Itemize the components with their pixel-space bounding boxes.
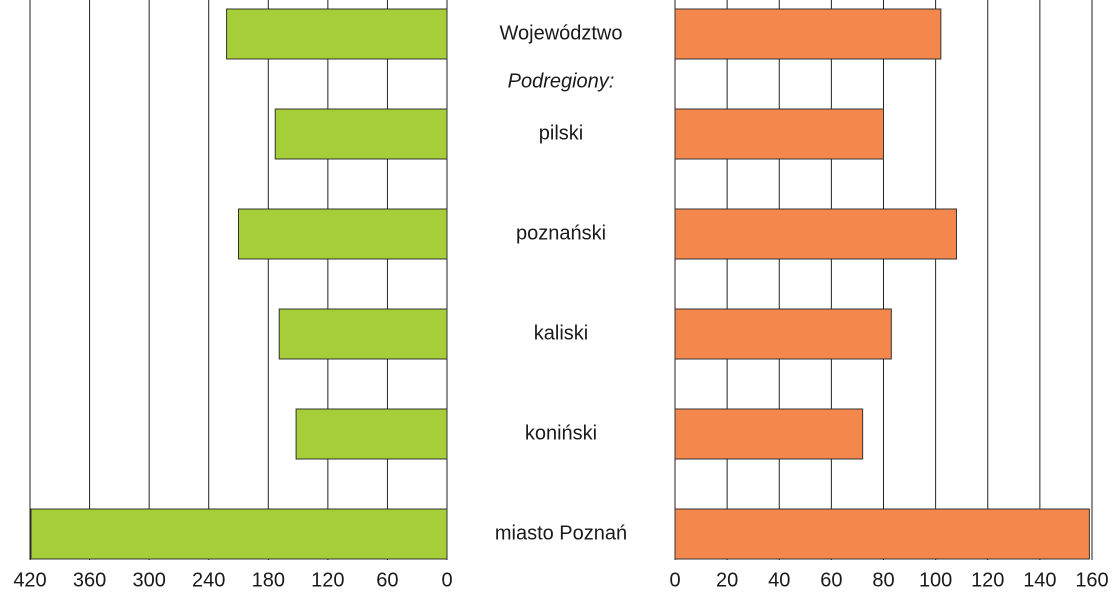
bar [674, 8, 942, 60]
x-tick-label: 140 [1023, 569, 1056, 591]
bar [674, 508, 1090, 560]
bar [238, 208, 448, 260]
bar [278, 308, 448, 360]
x-tick-label: 420 [13, 569, 46, 591]
x-tick-label: 360 [73, 569, 106, 591]
bar [30, 508, 448, 560]
category-label: Województwo [499, 22, 622, 44]
bar [674, 308, 892, 360]
x-tick-label: 160 [1075, 569, 1108, 591]
category-label: poznański [516, 222, 606, 244]
bar [674, 408, 864, 460]
x-tick-label: 0 [441, 569, 452, 591]
category-label: koniński [525, 422, 597, 444]
category-label: kaliski [534, 322, 588, 344]
x-tick-label: 0 [669, 569, 680, 591]
x-tick-label: 120 [311, 569, 344, 591]
category-label: miasto Poznań [495, 522, 627, 544]
x-tick-label: 20 [716, 569, 738, 591]
x-tick-label: 80 [872, 569, 894, 591]
bar [274, 108, 448, 160]
x-tick-label: 100 [919, 569, 952, 591]
x-tick-label: 240 [192, 569, 225, 591]
x-tick-label: 60 [376, 569, 398, 591]
bar [295, 408, 448, 460]
x-tick-label: 120 [971, 569, 1004, 591]
category-label: Podregiony: [508, 70, 615, 92]
bar [674, 208, 957, 260]
bar [226, 8, 448, 60]
category-label: pilski [539, 122, 583, 144]
x-tick-label: 40 [768, 569, 790, 591]
bar [674, 108, 884, 160]
x-tick-label: 300 [132, 569, 165, 591]
x-tick-label: 60 [820, 569, 842, 591]
x-tick-label: 180 [252, 569, 285, 591]
